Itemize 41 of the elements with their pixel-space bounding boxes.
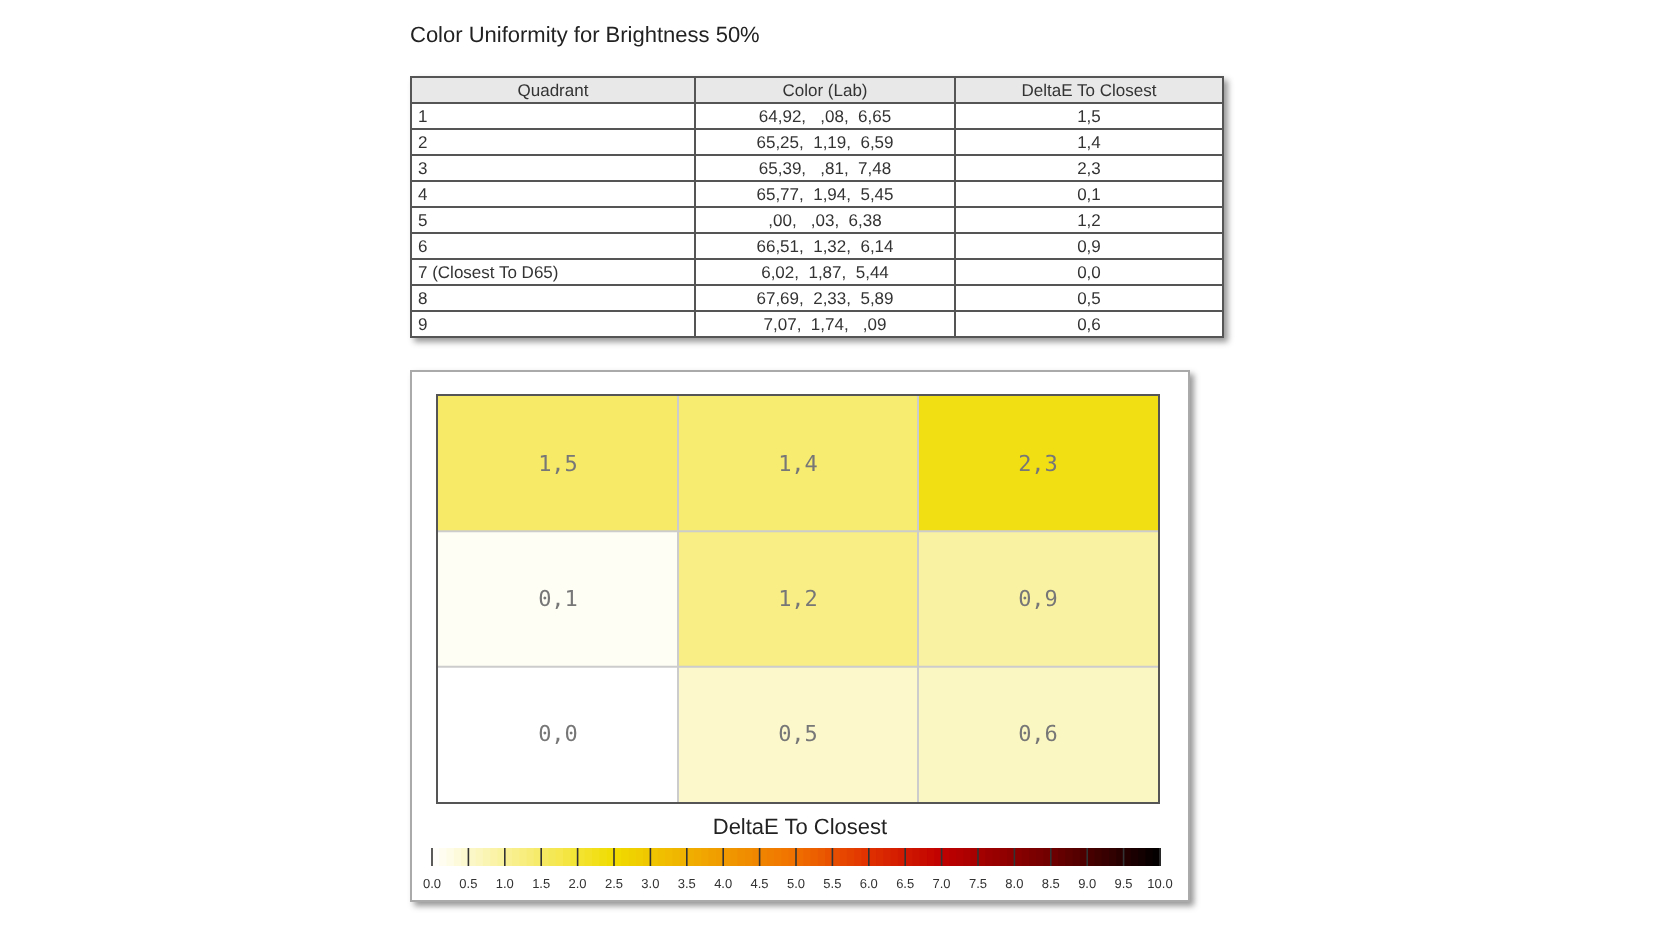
text: Color Uniformity for Brightness 50%: [410, 24, 762, 48]
text: 0,9: [1077, 236, 1101, 256]
text: 2: [418, 132, 428, 152]
text: 9: [418, 314, 428, 334]
text: 0,6: [1077, 314, 1101, 334]
text: 65,77, 1,94, 5,45: [756, 184, 894, 204]
text: 3: [418, 158, 428, 178]
data-label: 1,5: [538, 450, 578, 477]
text: 1,2: [1077, 210, 1101, 230]
data-label: 0,6: [1018, 721, 1058, 748]
data-label: 0,0: [538, 721, 578, 748]
data-label: 0,1: [538, 586, 578, 612]
data-label: 2,3: [1018, 450, 1058, 477]
data-label: 0,9: [1018, 586, 1058, 612]
category-label: DeltaE To Closest: [955, 77, 1223, 103]
text: 6,02, 1,87, 5,44: [761, 262, 889, 282]
text: 65,25, 1,19, 6,59: [756, 132, 894, 152]
text: 0,0: [1077, 262, 1101, 282]
text: 5: [418, 210, 428, 230]
text: 65,39, ,81, 7,48: [758, 158, 892, 178]
text: 7,07, 1,74, ,09: [763, 314, 887, 334]
text: 0,1: [1077, 184, 1101, 204]
text: 67,69, 2,33, 5,89: [756, 288, 894, 308]
data-label: 0,5: [778, 721, 818, 748]
color-bar-title: DeltaE To Closest: [710, 816, 890, 840]
category-label: Color (Lab): [695, 77, 955, 103]
text: ,00, ,03, 6,38: [768, 210, 882, 230]
data-label: 1,2: [778, 586, 818, 612]
text: 0,5: [1077, 288, 1101, 308]
text: 7 (Closest To D65): [418, 262, 559, 282]
data-label: 1,4: [778, 450, 819, 477]
text: 66,51, 1,32, 6,14: [756, 236, 894, 256]
category-label: Quadrant: [411, 77, 695, 103]
text: 4: [418, 184, 428, 204]
text: 1: [418, 106, 428, 126]
text: 1,4: [1077, 132, 1101, 152]
text: 8: [418, 288, 428, 308]
text: 6: [418, 236, 428, 256]
text: 2,3: [1077, 158, 1101, 178]
text: 64,92, ,08, 6,65: [758, 106, 892, 126]
text: 1,5: [1077, 106, 1101, 126]
